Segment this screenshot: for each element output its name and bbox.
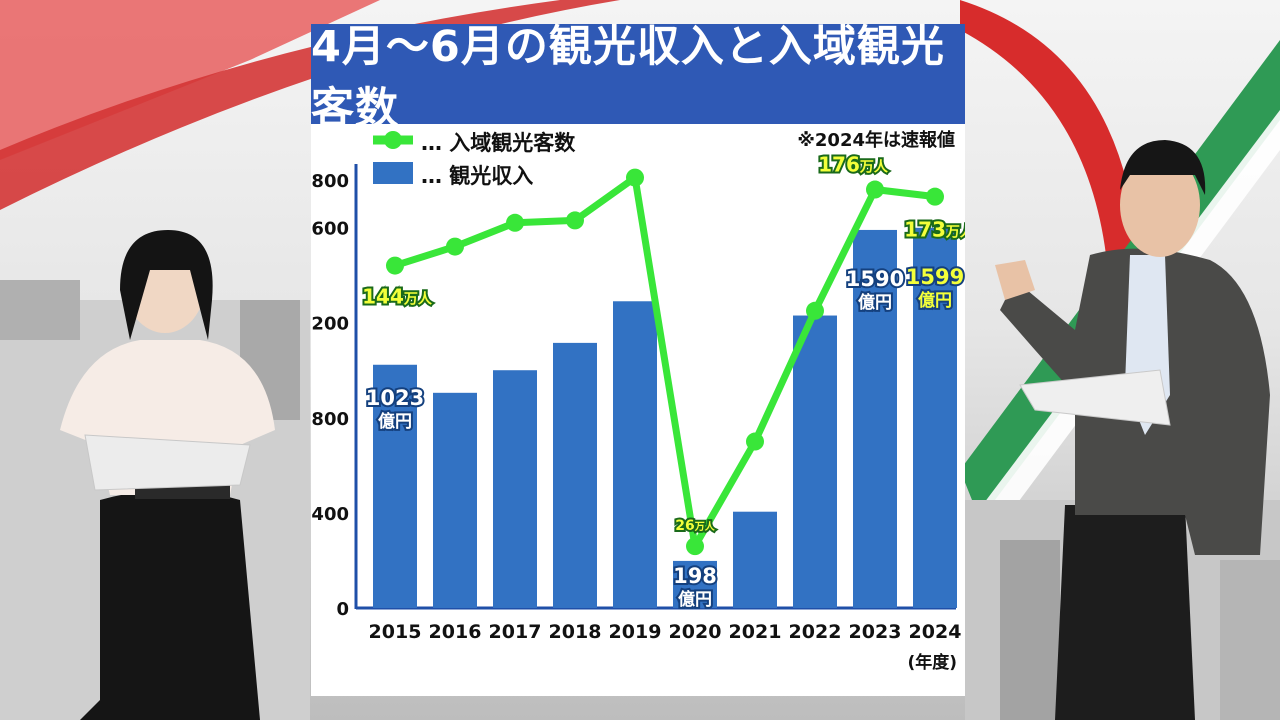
x-tick-label: 2021 [729, 621, 782, 643]
x-tick-label: 2015 [369, 621, 422, 643]
bar-2016 [433, 392, 477, 608]
x-tick-label: 2024 [909, 621, 962, 643]
line-point-2016 [446, 237, 464, 256]
bar-unit-label: 億円 [678, 589, 712, 610]
line-value-label: 173万人 [904, 218, 965, 242]
chart-title: 4月～6月の観光収入と入域観光客数 [311, 22, 945, 134]
presenter-left [60, 230, 275, 720]
y-tick-label: 800 [311, 409, 349, 430]
line-point-2019 [626, 168, 644, 187]
bar-value-label: 1599 [906, 265, 964, 289]
line-point-2021 [746, 432, 764, 451]
bar-unit-label: 億円 [918, 290, 952, 311]
x-tick-label: 2019 [609, 621, 662, 643]
x-tick-label: 2020 [669, 621, 722, 643]
bar-2022 [793, 315, 837, 608]
chart-board: 4月～6月の観光収入と入域観光客数 0 400 800 1200 1600 1800 20… [311, 22, 965, 696]
line-point-2015 [386, 256, 404, 275]
x-axis-unit: (年度) [907, 653, 957, 673]
x-tick-label: 2018 [549, 621, 602, 643]
x-tick-label: 2023 [849, 621, 902, 643]
bar-unit-label: 億円 [858, 292, 892, 313]
legend-bar-swatch [373, 162, 413, 184]
y-tick-label: 1600 [311, 219, 349, 240]
chart-plot: 0 400 800 1200 1600 1800 2015 2016 2017 2018 2019… [311, 131, 965, 643]
line-point-2018 [566, 211, 584, 230]
bar-2021 [733, 511, 777, 608]
bar-value-label: 1590 [846, 267, 904, 291]
bar-2019 [613, 301, 657, 608]
x-tick-label: 2017 [489, 621, 542, 643]
legend-label-line: … 入域観光客数 [421, 131, 576, 155]
bar-2017 [493, 370, 537, 608]
line-point-2023 [866, 180, 884, 199]
bar-unit-label: 億円 [378, 411, 412, 432]
bar-2024 [913, 227, 957, 608]
x-tick-label: 2022 [789, 621, 842, 643]
y-tick-label: 0 [336, 599, 349, 620]
y-tick-label: 400 [311, 504, 349, 525]
legend-label-bar: … 観光収入 [421, 164, 534, 188]
x-tick-label: 2016 [429, 621, 482, 643]
bar-value-label: 1023 [366, 386, 424, 410]
line-point-2020 [686, 537, 704, 556]
bar-2015 [373, 364, 417, 608]
y-tick-label: 1200 [311, 314, 349, 335]
bar-2020 [673, 560, 717, 608]
bar-2018 [553, 342, 597, 608]
title-bar: 4月～6月の観光収入と入域観光客数 [311, 22, 965, 134]
presenter-right [995, 140, 1270, 720]
line-point-2022 [806, 301, 824, 320]
line-value-label: 144万人 [362, 285, 433, 309]
line-value-label: 26万人 [675, 518, 715, 534]
line-value-label: 176万人 [818, 153, 889, 177]
legend-line-marker [373, 131, 413, 149]
line-point-2017 [506, 213, 524, 232]
y-tick-label: 1800 [311, 171, 349, 192]
chart-note: ※2024年は速報値 [797, 130, 955, 151]
line-point-2024 [926, 187, 944, 206]
bar-value-label: 198 [673, 564, 717, 588]
bar-2023 [853, 229, 897, 608]
line-series-path [393, 174, 936, 550]
